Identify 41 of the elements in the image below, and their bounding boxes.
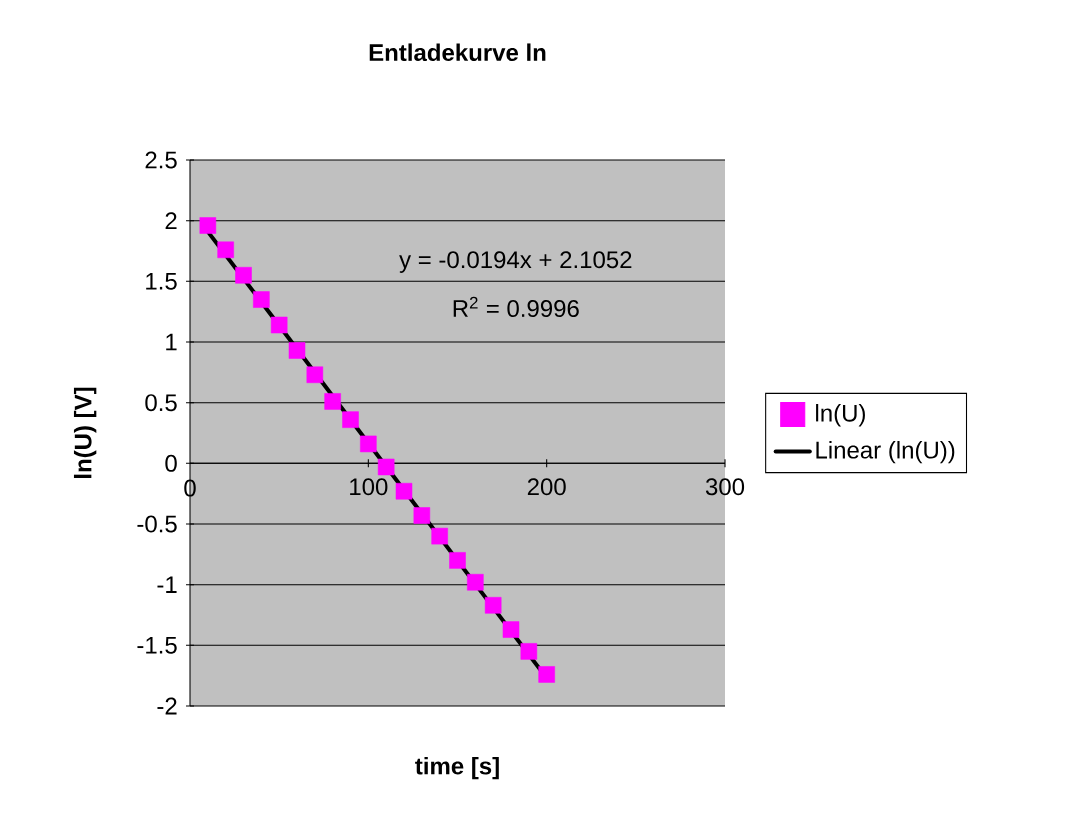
point: [395, 482, 413, 500]
point: [360, 435, 377, 453]
point: [199, 217, 217, 234]
annotation: R$^{2}$ = 0.9996: [453, 296, 579, 318]
x-tick-label: 100: [350, 478, 388, 496]
point: [413, 507, 431, 524]
y-tick-label: 2: [165, 212, 177, 230]
point: [342, 411, 359, 428]
point: [288, 342, 306, 359]
point: [520, 643, 538, 660]
x-tick-label: 200: [527, 478, 566, 496]
y-tick-label: -2: [157, 697, 177, 715]
y-axis-title: ln(U) [V]: [73, 387, 97, 478]
legend-label: Linear (ln(U)): [816, 440, 955, 464]
point: [324, 393, 341, 410]
annotation: y = -0.0194x + 2.1052: [399, 251, 632, 273]
y-tick-label: -1.5: [137, 636, 177, 654]
y-tick-label: 0: [165, 454, 177, 472]
point: [270, 316, 288, 334]
y-tick-label: 2.5: [145, 151, 177, 169]
point: [502, 621, 520, 638]
point: [253, 291, 270, 308]
x-tick-label: 300: [705, 478, 745, 496]
x-tick-label: 0: [184, 479, 196, 497]
point: [377, 458, 395, 476]
y-tick-label: 0.5: [145, 394, 177, 412]
legend-label: ln(U): [816, 404, 865, 427]
y-tick-label: 1.5: [146, 272, 177, 290]
point: [449, 552, 466, 569]
chart-title: Entladekurve ln: [369, 43, 546, 62]
x-axis-title: time [s]: [415, 756, 499, 780]
point: [431, 527, 448, 545]
y-tick-label: 1: [166, 333, 177, 351]
y-tick-label: -0.5: [137, 515, 177, 533]
point: [306, 366, 324, 384]
point: [467, 573, 484, 591]
y-tick-label: -1: [157, 576, 177, 593]
point: [235, 267, 252, 284]
point: [538, 666, 555, 683]
point: [217, 241, 234, 259]
point: [484, 597, 502, 614]
